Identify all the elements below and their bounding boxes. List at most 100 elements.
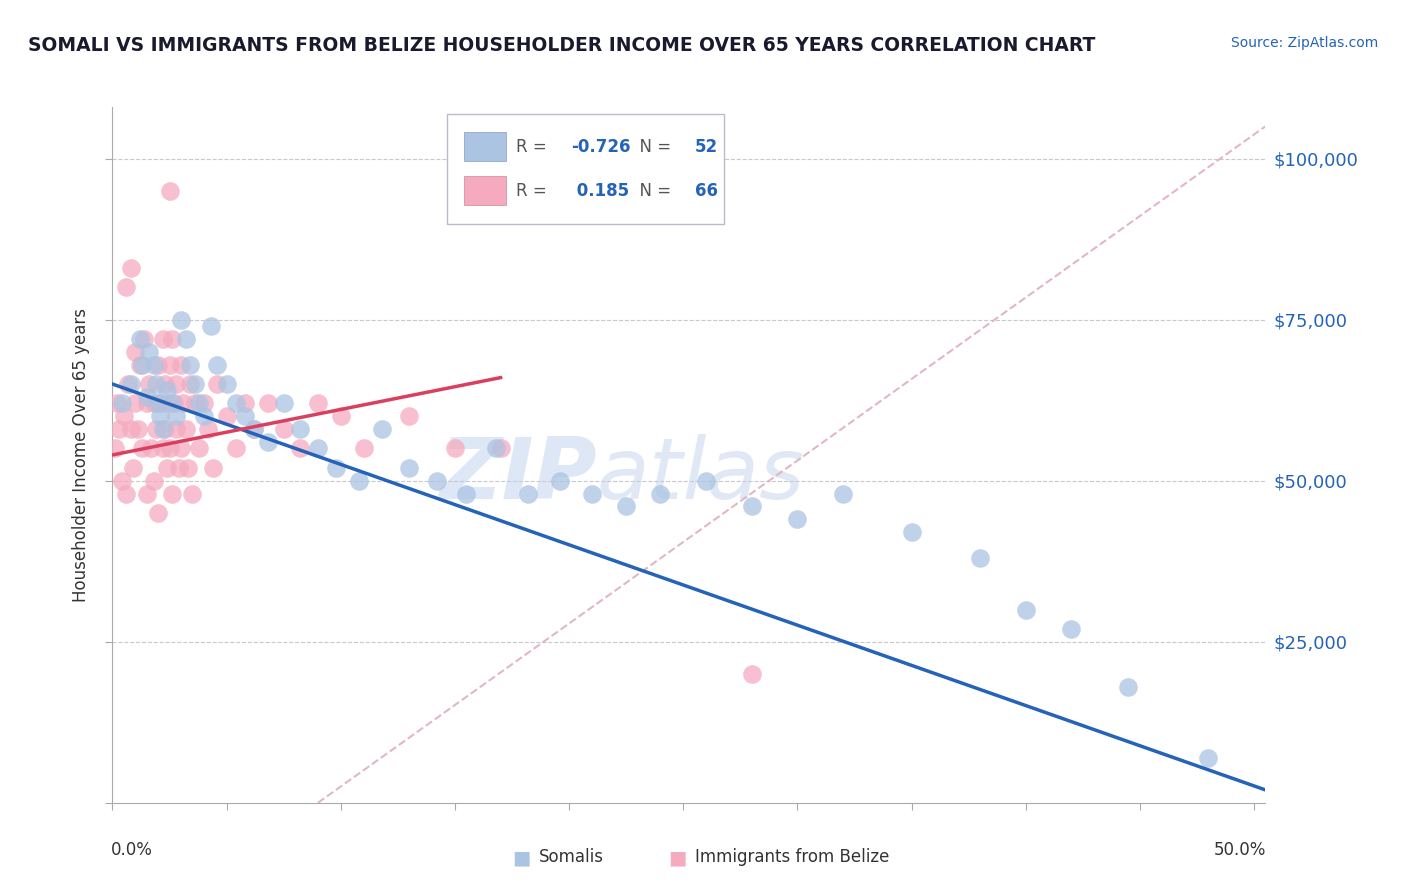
Point xyxy=(256,435,278,450)
Point xyxy=(1118,680,1140,694)
Point xyxy=(426,474,449,488)
Text: Source: ZipAtlas.com: Source: ZipAtlas.com xyxy=(1230,36,1378,50)
Point xyxy=(174,422,197,436)
Point xyxy=(329,409,352,424)
Point xyxy=(134,332,156,346)
Point xyxy=(156,396,179,410)
Point xyxy=(167,460,190,475)
Point xyxy=(371,422,394,436)
Point xyxy=(135,486,157,500)
Text: 52: 52 xyxy=(695,137,718,156)
Point xyxy=(786,512,808,526)
Point xyxy=(120,377,142,392)
Point xyxy=(233,396,256,410)
Point xyxy=(108,422,131,436)
Point xyxy=(183,396,205,410)
Point xyxy=(115,280,138,294)
Point xyxy=(152,422,174,436)
Point xyxy=(170,312,193,326)
Point xyxy=(122,460,145,475)
Text: N =: N = xyxy=(628,137,676,156)
Point xyxy=(256,396,278,410)
Point xyxy=(170,358,193,372)
Point xyxy=(832,486,855,500)
Point xyxy=(163,396,186,410)
Point xyxy=(124,344,146,359)
Point xyxy=(135,396,157,410)
Point xyxy=(146,506,169,520)
Point xyxy=(160,486,183,500)
FancyBboxPatch shape xyxy=(464,132,506,161)
Point xyxy=(145,422,167,436)
Point xyxy=(149,396,172,410)
Point xyxy=(159,184,181,198)
Text: Immigrants from Belize: Immigrants from Belize xyxy=(695,848,889,866)
Point xyxy=(146,396,169,410)
Point xyxy=(1060,622,1083,636)
Point xyxy=(193,409,215,424)
Point xyxy=(517,486,540,500)
Point xyxy=(172,396,194,410)
Text: 0.185: 0.185 xyxy=(571,182,630,200)
Point xyxy=(153,377,176,392)
Point xyxy=(142,396,165,410)
Point xyxy=(650,486,672,500)
Point xyxy=(489,442,512,456)
Point xyxy=(1197,750,1219,764)
Text: atlas: atlas xyxy=(596,434,804,517)
Point xyxy=(153,422,176,436)
Point xyxy=(243,422,266,436)
Point xyxy=(1015,602,1038,616)
FancyBboxPatch shape xyxy=(447,114,724,224)
Point xyxy=(110,396,132,410)
Point xyxy=(127,422,149,436)
Point xyxy=(159,358,181,372)
Point xyxy=(174,332,197,346)
Point xyxy=(124,396,146,410)
Point xyxy=(105,396,128,410)
Text: R =: R = xyxy=(516,182,553,200)
Point xyxy=(197,422,219,436)
Point xyxy=(485,442,508,456)
Point xyxy=(152,442,174,456)
Point xyxy=(152,332,174,346)
Point xyxy=(347,474,370,488)
Point xyxy=(104,442,127,456)
Point xyxy=(273,422,295,436)
Point xyxy=(307,396,329,410)
Point xyxy=(900,525,922,540)
Point xyxy=(128,358,150,372)
Point xyxy=(288,442,311,456)
Point xyxy=(120,422,142,436)
Point xyxy=(131,358,153,372)
Text: ZIP: ZIP xyxy=(439,434,596,517)
Point xyxy=(614,500,637,514)
Point xyxy=(273,396,295,410)
Point xyxy=(398,460,420,475)
Point xyxy=(215,409,238,424)
Point xyxy=(160,396,183,410)
Point xyxy=(233,409,256,424)
Text: SOMALI VS IMMIGRANTS FROM BELIZE HOUSEHOLDER INCOME OVER 65 YEARS CORRELATION CH: SOMALI VS IMMIGRANTS FROM BELIZE HOUSEHO… xyxy=(28,36,1095,54)
Point xyxy=(146,358,169,372)
Text: -0.726: -0.726 xyxy=(571,137,631,156)
Point xyxy=(456,486,478,500)
Point xyxy=(177,460,200,475)
Point xyxy=(183,377,205,392)
Point xyxy=(117,377,139,392)
Point xyxy=(188,442,211,456)
Point xyxy=(156,384,179,398)
Point xyxy=(135,390,157,404)
Point xyxy=(112,409,135,424)
Point xyxy=(120,261,142,276)
Point xyxy=(225,442,247,456)
Point xyxy=(138,377,160,392)
Point xyxy=(353,442,375,456)
Point xyxy=(215,377,238,392)
Point xyxy=(142,474,165,488)
FancyBboxPatch shape xyxy=(464,176,506,205)
Point xyxy=(160,332,183,346)
Point xyxy=(207,377,229,392)
Text: 66: 66 xyxy=(695,182,717,200)
Text: 0.0%: 0.0% xyxy=(111,841,153,859)
